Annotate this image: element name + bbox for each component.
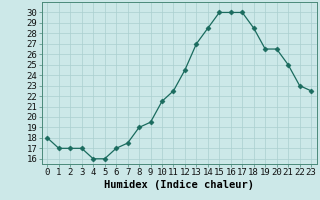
X-axis label: Humidex (Indice chaleur): Humidex (Indice chaleur) <box>104 180 254 190</box>
